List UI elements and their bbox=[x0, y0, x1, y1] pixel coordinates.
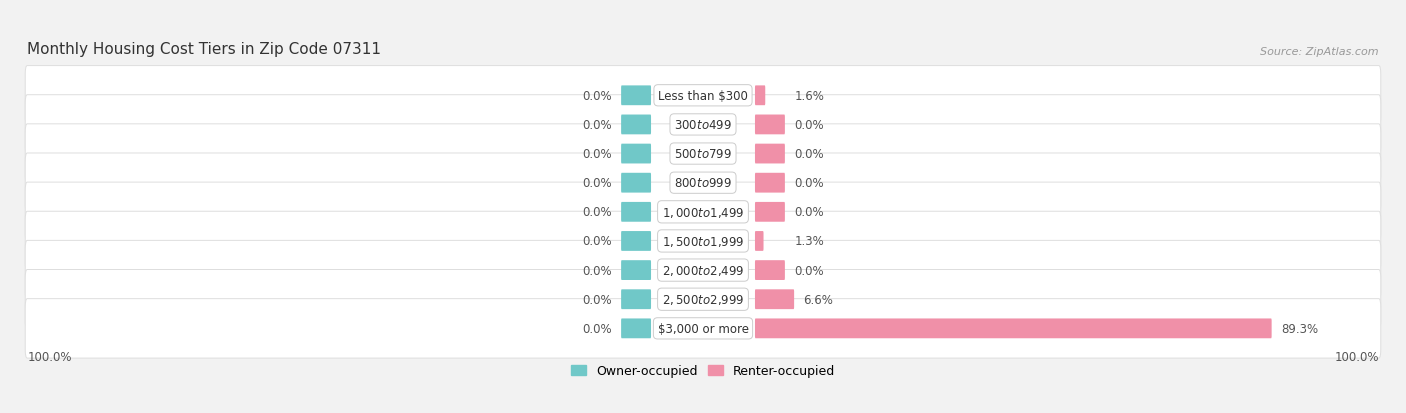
FancyBboxPatch shape bbox=[25, 95, 1381, 155]
Text: $500 to $799: $500 to $799 bbox=[673, 148, 733, 161]
Legend: Owner-occupied, Renter-occupied: Owner-occupied, Renter-occupied bbox=[567, 359, 839, 382]
Text: 100.0%: 100.0% bbox=[1334, 350, 1379, 363]
Text: $800 to $999: $800 to $999 bbox=[673, 177, 733, 190]
Text: 100.0%: 100.0% bbox=[27, 350, 72, 363]
Text: 89.3%: 89.3% bbox=[1281, 322, 1317, 335]
Text: 0.0%: 0.0% bbox=[794, 148, 824, 161]
FancyBboxPatch shape bbox=[755, 115, 785, 135]
Text: $1,500 to $1,999: $1,500 to $1,999 bbox=[662, 235, 744, 248]
Text: 0.0%: 0.0% bbox=[582, 293, 612, 306]
FancyBboxPatch shape bbox=[25, 299, 1381, 358]
FancyBboxPatch shape bbox=[25, 125, 1381, 184]
Text: $1,000 to $1,499: $1,000 to $1,499 bbox=[662, 205, 744, 219]
FancyBboxPatch shape bbox=[621, 144, 651, 164]
Text: 0.0%: 0.0% bbox=[582, 264, 612, 277]
Text: Source: ZipAtlas.com: Source: ZipAtlas.com bbox=[1260, 47, 1379, 57]
FancyBboxPatch shape bbox=[25, 270, 1381, 329]
FancyBboxPatch shape bbox=[755, 202, 785, 222]
FancyBboxPatch shape bbox=[755, 232, 763, 251]
Text: 0.0%: 0.0% bbox=[794, 119, 824, 132]
FancyBboxPatch shape bbox=[25, 241, 1381, 300]
Text: 0.0%: 0.0% bbox=[794, 177, 824, 190]
Text: 0.0%: 0.0% bbox=[582, 177, 612, 190]
Text: 0.0%: 0.0% bbox=[582, 148, 612, 161]
FancyBboxPatch shape bbox=[621, 319, 651, 338]
FancyBboxPatch shape bbox=[621, 173, 651, 193]
Text: 0.0%: 0.0% bbox=[582, 119, 612, 132]
FancyBboxPatch shape bbox=[755, 261, 785, 280]
Text: Monthly Housing Cost Tiers in Zip Code 07311: Monthly Housing Cost Tiers in Zip Code 0… bbox=[27, 42, 381, 57]
FancyBboxPatch shape bbox=[755, 290, 794, 309]
FancyBboxPatch shape bbox=[25, 183, 1381, 242]
Text: $2,000 to $2,499: $2,000 to $2,499 bbox=[662, 263, 744, 278]
Text: $2,500 to $2,999: $2,500 to $2,999 bbox=[662, 292, 744, 306]
FancyBboxPatch shape bbox=[621, 290, 651, 309]
FancyBboxPatch shape bbox=[755, 144, 785, 164]
Text: 1.6%: 1.6% bbox=[794, 90, 824, 102]
FancyBboxPatch shape bbox=[621, 115, 651, 135]
FancyBboxPatch shape bbox=[755, 319, 1271, 338]
FancyBboxPatch shape bbox=[25, 154, 1381, 213]
Text: 0.0%: 0.0% bbox=[794, 264, 824, 277]
Text: 1.3%: 1.3% bbox=[794, 235, 824, 248]
Text: Less than $300: Less than $300 bbox=[658, 90, 748, 102]
Text: $3,000 or more: $3,000 or more bbox=[658, 322, 748, 335]
Text: $300 to $499: $300 to $499 bbox=[673, 119, 733, 132]
Text: 0.0%: 0.0% bbox=[582, 322, 612, 335]
Text: 0.0%: 0.0% bbox=[582, 206, 612, 219]
Text: 0.0%: 0.0% bbox=[582, 235, 612, 248]
FancyBboxPatch shape bbox=[621, 202, 651, 222]
Text: 0.0%: 0.0% bbox=[794, 206, 824, 219]
FancyBboxPatch shape bbox=[621, 261, 651, 280]
FancyBboxPatch shape bbox=[25, 212, 1381, 271]
FancyBboxPatch shape bbox=[25, 66, 1381, 126]
FancyBboxPatch shape bbox=[755, 86, 765, 106]
FancyBboxPatch shape bbox=[621, 232, 651, 251]
Text: 6.6%: 6.6% bbox=[803, 293, 834, 306]
FancyBboxPatch shape bbox=[621, 86, 651, 106]
Text: 0.0%: 0.0% bbox=[582, 90, 612, 102]
FancyBboxPatch shape bbox=[755, 173, 785, 193]
